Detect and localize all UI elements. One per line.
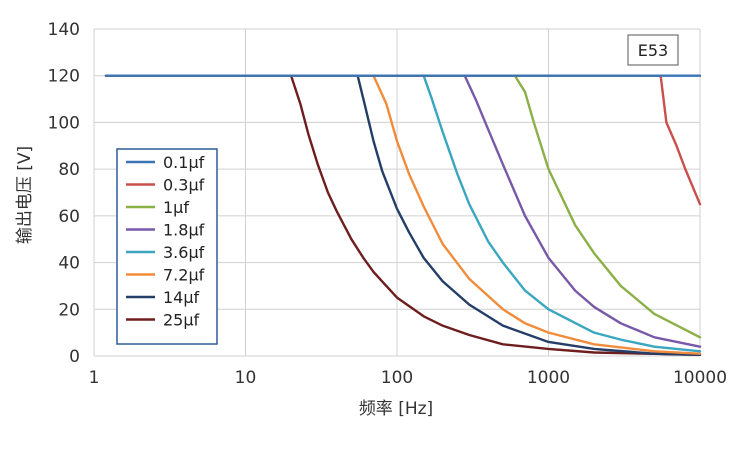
legend: 0.1μf 0.3μf 1μf 1.8μf 3.6μf 7.2μf 14μf 25μf — [116, 148, 218, 345]
series-line — [104, 74, 702, 355]
legend-label: 14μf — [163, 288, 200, 307]
legend-label: 1.8μf — [163, 221, 205, 240]
y-tick-label: 0 — [69, 347, 80, 367]
legend-label: 3.6μf — [163, 243, 205, 262]
y-axis-label: 输出电压 [V] — [15, 146, 35, 244]
x-tick-label: 1 — [89, 368, 100, 388]
y-tick-label: 60 — [58, 207, 80, 227]
annotation-box: E53 — [627, 34, 679, 66]
x-tick-label: 1000 — [527, 368, 570, 388]
legend-label: 0.3μf — [163, 176, 205, 195]
series-line — [104, 74, 702, 357]
annotation-label: E53 — [638, 41, 668, 60]
y-tick-label: 80 — [58, 160, 80, 180]
series-lines — [104, 74, 702, 357]
y-tick-label: 140 — [48, 20, 80, 40]
tick-labels: 0 20 40 60 80 100 120 140 1 10 100 1000 10000 — [48, 20, 728, 388]
legend-label: 0.1μf — [163, 153, 205, 172]
series-line — [104, 74, 702, 357]
y-tick-label: 100 — [48, 113, 80, 133]
legend-label: 7.2μf — [163, 266, 205, 285]
x-tick-label: 10 — [235, 368, 257, 388]
legend-label: 1μf — [163, 198, 189, 217]
legend-label: 25μf — [163, 311, 200, 330]
x-tick-label: 10000 — [673, 368, 727, 388]
y-tick-label: 20 — [58, 300, 80, 320]
series-line — [104, 74, 702, 353]
y-tick-label: 120 — [48, 67, 80, 87]
y-tick-label: 40 — [58, 254, 80, 274]
x-axis-label: 频率 [Hz] — [359, 399, 433, 419]
x-tick-label: 100 — [381, 368, 413, 388]
